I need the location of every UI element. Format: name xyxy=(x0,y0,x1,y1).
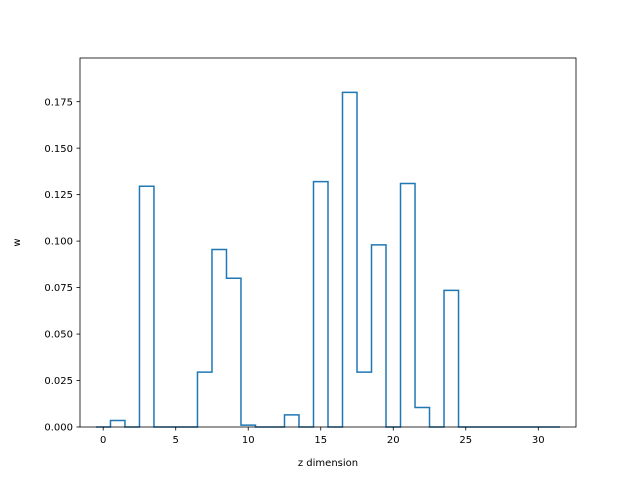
y-axis-label: w xyxy=(12,238,23,246)
y-tick-label: 0.050 xyxy=(44,330,73,341)
y-tick-label: 0.125 xyxy=(44,190,73,201)
x-tick-label: 30 xyxy=(532,435,545,446)
x-tick-label: 0 xyxy=(100,435,106,446)
x-axis-label: z dimension xyxy=(298,458,358,469)
y-tick-label: 0.075 xyxy=(44,283,73,294)
x-axis-ticks: 0 5 10 15 20 25 30 xyxy=(100,427,545,446)
axes-frame xyxy=(79,57,577,428)
x-tick-label: 10 xyxy=(242,435,255,446)
x-tick-label: 15 xyxy=(314,435,327,446)
x-tick-label: 5 xyxy=(173,435,179,446)
x-tick-label: 25 xyxy=(459,435,472,446)
y-tick-label: 0.000 xyxy=(44,423,73,434)
y-tick-label: 0.175 xyxy=(44,97,73,108)
y-tick-label: 0.150 xyxy=(44,144,73,155)
y-tick-label: 0.025 xyxy=(44,376,73,387)
x-tick-label: 20 xyxy=(387,435,400,446)
y-tick-label: 0.100 xyxy=(44,237,73,248)
y-axis-ticks: 0.000 0.025 0.050 0.075 0.100 0.125 0.150 0.175 xyxy=(44,97,80,434)
